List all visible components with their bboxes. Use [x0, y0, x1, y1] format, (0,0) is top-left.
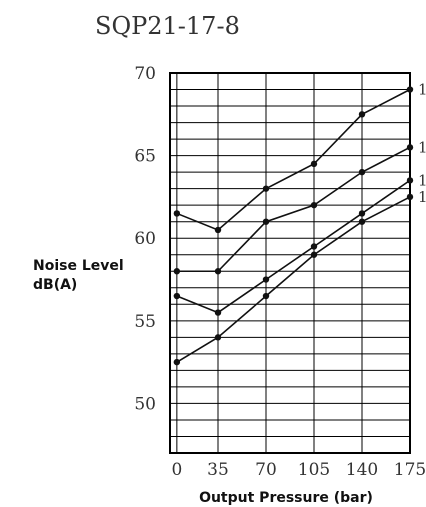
x-axis-label: Output Pressure (bar): [199, 490, 373, 506]
chart-title: SQP21-17-8: [95, 12, 240, 40]
data-point: [173, 292, 181, 300]
y-tick-label: 60: [134, 229, 156, 249]
data-point: [214, 226, 222, 234]
series-end-label: 1: [418, 138, 426, 156]
data-point: [310, 251, 318, 258]
data-point: [358, 111, 366, 118]
data-point: [214, 309, 222, 316]
y-tick-label: 50: [134, 394, 156, 414]
data-point: [310, 160, 318, 168]
series-line: [176, 146, 411, 273]
x-tick-labels: 0 35 70 105 140 175: [171, 460, 426, 480]
plot-frame: [169, 72, 411, 454]
data-point: [358, 218, 366, 225]
data-point: [262, 276, 270, 283]
data-point: [214, 334, 222, 341]
x-tick-label: 175: [394, 460, 426, 480]
data-point: [173, 268, 181, 275]
series-line: [176, 196, 411, 363]
data-point: [262, 185, 270, 192]
data-point: [358, 210, 366, 217]
y-axis-label-line1: Noise Level: [33, 258, 124, 274]
y-tick-label: 65: [134, 147, 156, 167]
data-point: [406, 177, 414, 184]
data-point: [173, 358, 181, 366]
data-point: [358, 168, 366, 176]
series-line: [176, 179, 411, 314]
data-point: [173, 210, 181, 217]
data-point: [310, 201, 318, 209]
x-tick-label: 70: [255, 460, 277, 480]
y-axis-label-line2: dB(A): [33, 277, 77, 293]
data-point: [262, 218, 270, 225]
data-point: [406, 193, 414, 201]
y-tick-labels: 50 55 60 65 70: [134, 64, 156, 414]
data-point: [214, 268, 222, 275]
series-end-label: 1: [418, 188, 426, 206]
data-point: [406, 144, 414, 151]
series-line: [176, 88, 411, 231]
data-point: [406, 86, 414, 93]
x-tick-label: 0: [171, 460, 182, 480]
x-tick-label: 105: [298, 460, 330, 480]
x-tick-label: 35: [207, 460, 229, 480]
y-tick-label: 55: [134, 312, 156, 332]
data-point: [262, 292, 270, 300]
x-tick-label: 140: [346, 460, 378, 480]
y-tick-label: 70: [134, 64, 156, 84]
series-end-label: 1: [418, 81, 426, 99]
data-point: [310, 243, 318, 250]
series-end-label: 1: [418, 171, 426, 189]
